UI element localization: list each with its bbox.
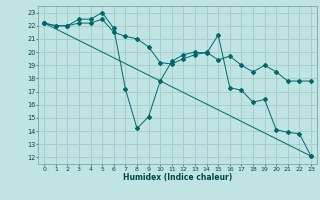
X-axis label: Humidex (Indice chaleur): Humidex (Indice chaleur) <box>123 173 232 182</box>
